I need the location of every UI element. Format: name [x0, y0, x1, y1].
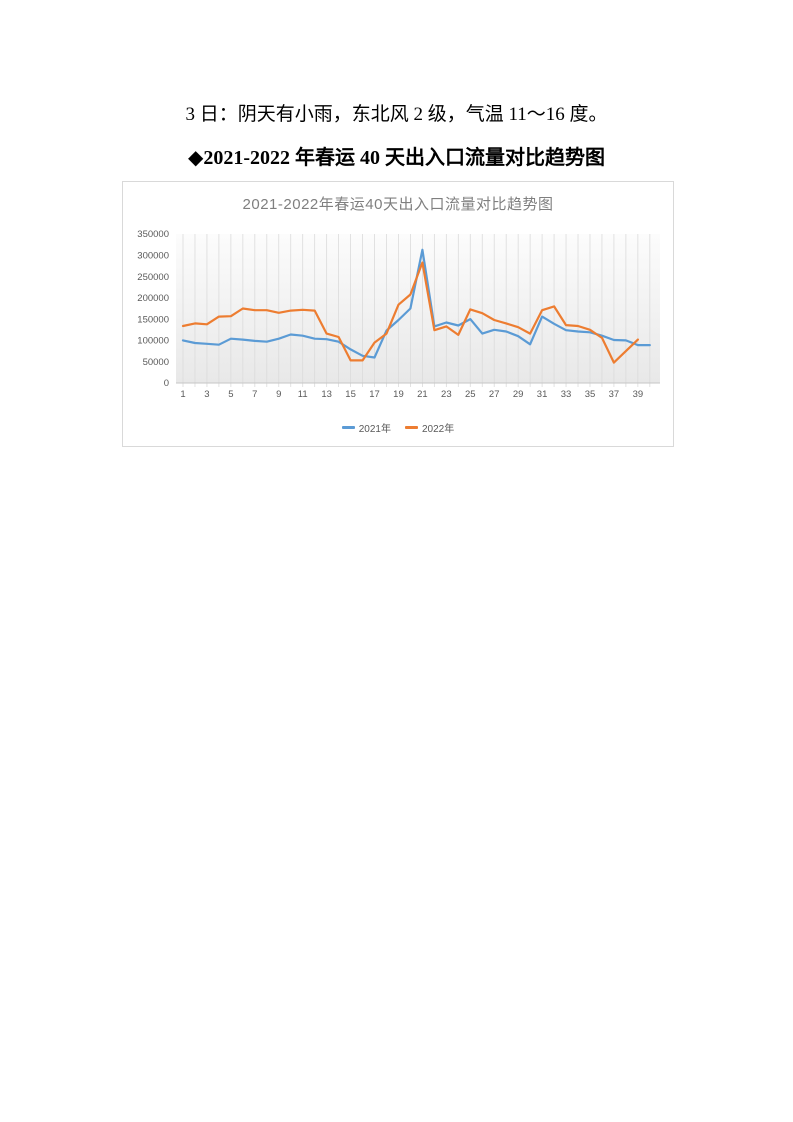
x-tick-label: 5 [228, 389, 233, 400]
y-tick-label: 350000 [137, 229, 169, 240]
x-tick-label: 35 [585, 389, 596, 400]
trend-chart-svg: 0 50000 100000 150000 200000 250000 300000 3500… [137, 229, 660, 400]
x-tick-label: 33 [561, 389, 572, 400]
x-tick-label: 37 [609, 389, 620, 400]
legend-label-2021: 2021年 [358, 424, 391, 435]
legend-item-2022[interactable]: 2022年 [405, 420, 454, 435]
legend-label-2022: 2022年 [422, 424, 455, 435]
y-tick-label: 0 [164, 378, 169, 389]
x-tick-label: 13 [321, 389, 332, 400]
x-tick-label: 25 [465, 389, 476, 400]
x-tick-label: 17 [369, 389, 380, 400]
section-heading: ◆2021-2022 年春运 40 天出入口流量对比趋势图 [187, 147, 606, 169]
y-tick-label: 200000 [137, 293, 169, 304]
legend-swatch-2022 [405, 426, 418, 429]
y-tick-label: 300000 [137, 250, 169, 261]
chart-legend: 2021年 2022年 [123, 420, 673, 435]
x-tick-label: 3 [204, 389, 209, 400]
x-tick-label: 7 [252, 389, 257, 400]
x-tick-label: 19 [393, 389, 404, 400]
x-tick-label: 39 [633, 389, 644, 400]
y-tick-label: 150000 [137, 314, 169, 325]
y-tick-label: 100000 [137, 336, 169, 347]
x-tick-label: 23 [441, 389, 452, 400]
x-tick-label: 1 [180, 389, 185, 400]
legend-swatch-2021 [341, 426, 355, 429]
trend-chart[interactable]: 0 50000 100000 150000 200000 250000 300000 3500… [122, 181, 674, 447]
x-tick-label: 21 [417, 389, 428, 400]
x-tick-label: 15 [345, 389, 356, 400]
plot-area [176, 234, 660, 383]
x-tick-label: 31 [537, 389, 548, 400]
x-tick-label: 9 [276, 389, 281, 400]
weather-text: 3 日：阴天有小雨，东北风 2 级，气温 11～16 度。 [185, 104, 608, 125]
series-line-2022 [181, 261, 640, 364]
y-tick-label: 250000 [137, 272, 169, 283]
x-tick-label: 29 [513, 389, 524, 400]
y-tick-label: 50000 [143, 357, 169, 368]
chart-title: 2021-2022年春运40天出入口流量对比趋势图 [242, 196, 554, 213]
legend-item-2021[interactable]: 2021年 [341, 420, 391, 435]
x-tick-label: 11 [298, 389, 308, 400]
x-tick-label: 27 [489, 389, 500, 400]
